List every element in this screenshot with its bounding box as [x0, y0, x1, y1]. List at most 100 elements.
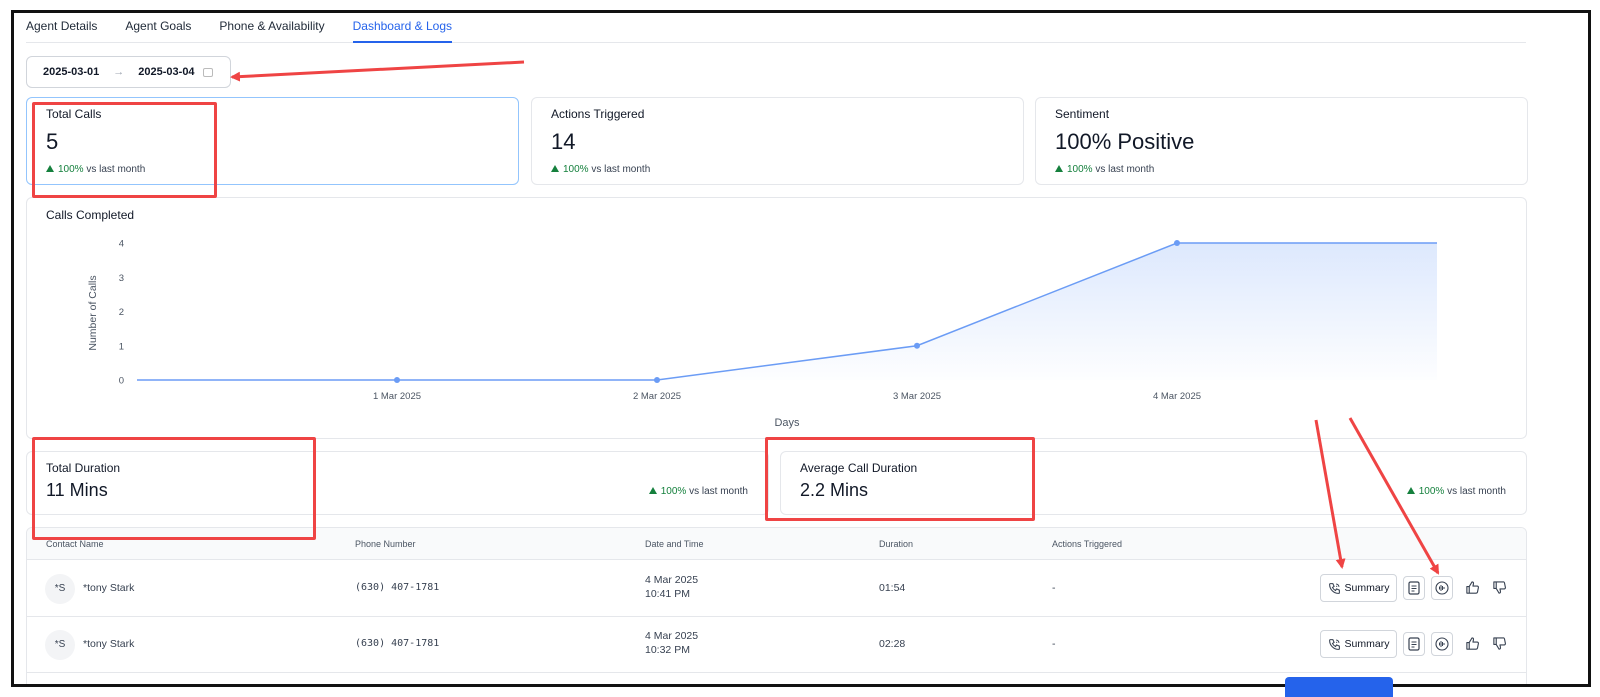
summary-button[interactable]: Summary [1320, 574, 1397, 602]
header-duration[interactable]: Duration [879, 539, 914, 549]
document-icon [1408, 637, 1420, 651]
transcript-button[interactable] [1403, 632, 1425, 656]
trend-percent: 100% [563, 164, 589, 175]
avatar: *S [45, 630, 75, 660]
duration-card-average: Average Call Duration 2.2 Mins 100% vs l… [780, 451, 1527, 515]
audio-recording-button[interactable] [1431, 576, 1453, 600]
data-point [1174, 240, 1180, 246]
call-time: 10:41 PM [645, 588, 690, 600]
floating-action-button[interactable] [1285, 677, 1393, 697]
header-phone-number[interactable]: Phone Number [355, 539, 416, 549]
calendar-icon[interactable] [202, 67, 213, 77]
screenshot-frame: Agent Details Agent Goals Phone & Availa… [11, 10, 1591, 687]
table-row[interactable]: *S *tony Stark (630) 407-1781 4 Mar 2025… [27, 561, 1526, 617]
table-header: Contact Name Phone Number Date and Time … [27, 528, 1526, 560]
trend-text: vs last month [591, 164, 651, 175]
header-date-time[interactable]: Date and Time [645, 539, 704, 549]
stat-card-actions-triggered[interactable]: Actions Triggered 14 100% vs last month [531, 97, 1024, 185]
chart-title: Calls Completed [46, 208, 135, 222]
thumbs-down-icon [1492, 580, 1506, 594]
tab-dashboard-logs[interactable]: Dashboard & Logs [352, 13, 453, 43]
stat-trend: 100% vs last month [551, 164, 650, 175]
trend-text: vs last month [1447, 486, 1506, 497]
date-end[interactable]: 2025-03-04 [138, 66, 195, 78]
y-tick-label: 4 [119, 239, 124, 250]
thumbs-down-icon [1492, 636, 1506, 650]
x-tick-label: 2 Mar 2025 [633, 391, 681, 402]
x-tick-label: 4 Mar 2025 [1153, 391, 1201, 402]
duration-value: 11 Mins [46, 480, 108, 500]
transcript-button[interactable] [1403, 576, 1425, 600]
stat-value: 14 [551, 129, 576, 154]
duration-label: Total Duration [46, 461, 121, 475]
trend-up-icon [648, 487, 657, 494]
phone-icon [1328, 582, 1340, 594]
call-duration: 01:54 [879, 582, 906, 594]
contact-name: *tony Stark [83, 582, 135, 594]
date-range-picker[interactable]: 2025-03-01 → 2025-03-04 [26, 56, 231, 88]
trend-up-icon [551, 165, 559, 172]
tab-phone-availability[interactable]: Phone & Availability [219, 19, 325, 33]
series-area [137, 243, 1437, 380]
stat-card-sentiment[interactable]: Sentiment 100% Positive 100% vs last mon… [1035, 97, 1528, 185]
x-tick-label: 1 Mar 2025 [373, 391, 421, 402]
stat-label: Total Calls [46, 107, 102, 121]
series-line [137, 242, 1437, 381]
summary-label: Summary [1344, 582, 1390, 594]
call-date: 4 Mar 2025 [645, 574, 699, 586]
duration-label: Average Call Duration [800, 461, 918, 475]
header-contact-name[interactable]: Contact Name [46, 539, 104, 549]
contact-name: *tony Stark [83, 638, 135, 650]
thumbs-down-button[interactable] [1490, 634, 1508, 652]
call-log-table: Contact Name Phone Number Date and Time … [26, 527, 1527, 684]
trend-up-icon [46, 165, 54, 172]
duration-value: 2.2 Mins [800, 480, 869, 500]
trend-text: vs last month [1095, 164, 1155, 175]
trend-percent: 100% [1067, 164, 1093, 175]
date-start[interactable]: 2025-03-01 [43, 66, 100, 78]
thumbs-up-button[interactable] [1463, 634, 1481, 652]
thumbs-down-button[interactable] [1490, 578, 1508, 596]
data-point [914, 342, 920, 349]
phone-icon [1328, 638, 1340, 650]
call-duration: 02:28 [879, 638, 906, 650]
data-point [394, 377, 400, 383]
duration-card-total: Total Duration 11 Mins 100% vs last mont… [26, 451, 769, 515]
thumbs-up-button[interactable] [1463, 578, 1481, 596]
y-tick-label: 3 [119, 273, 124, 284]
calls-chart-svg: 0 1 2 3 4 1 Mar 2025 2 Mar 2025 3 Mar 2025 4 Mar… [87, 239, 1437, 429]
calls-completed-chart: Calls Completed 0 1 2 3 4 1 Mar 2025 2 Mar 202… [26, 197, 1527, 439]
arrow-to-date-picker [230, 60, 525, 82]
thumbs-up-icon [1465, 636, 1479, 650]
arrow-right-icon: → [113, 66, 125, 78]
stat-value: 5 [46, 129, 59, 154]
y-tick-label: 0 [119, 376, 124, 387]
y-tick-label: 2 [119, 307, 124, 318]
duration-trend: 100% vs last month [1406, 486, 1506, 497]
actions-triggered: - [1052, 582, 1056, 594]
audio-recording-button[interactable] [1431, 632, 1453, 656]
actions-triggered: - [1052, 638, 1056, 650]
tab-agent-details[interactable]: Agent Details [26, 19, 98, 33]
agent-tabs: Agent Details Agent Goals Phone & Availa… [26, 13, 1526, 43]
summary-button[interactable]: Summary [1320, 630, 1397, 658]
summary-label: Summary [1344, 638, 1390, 650]
call-date: 4 Mar 2025 [645, 630, 699, 642]
header-actions-triggered[interactable]: Actions Triggered [1052, 539, 1123, 549]
table-row[interactable]: *S *tony Stark (630) 407-1781 4 Mar 2025… [27, 617, 1526, 673]
stat-value: 100% Positive [1055, 129, 1195, 154]
stat-card-total-calls[interactable]: Total Calls 5 100% vs last month [26, 97, 519, 185]
tab-agent-goals[interactable]: Agent Goals [125, 19, 192, 33]
trend-text: vs last month [86, 164, 146, 175]
y-tick-label: 1 [119, 341, 124, 352]
trend-percent: 100% [58, 164, 84, 175]
thumbs-up-icon [1465, 580, 1479, 594]
audio-wave-icon [1435, 637, 1449, 651]
call-time: 10:32 PM [645, 644, 690, 656]
phone-number: (630) 407-1781 [355, 582, 440, 593]
stat-trend: 100% vs last month [1055, 164, 1154, 175]
stat-label: Actions Triggered [551, 107, 645, 121]
x-axis-label: Days [774, 417, 800, 429]
trend-percent: 100% [1418, 486, 1445, 497]
trend-text: vs last month [689, 486, 748, 497]
